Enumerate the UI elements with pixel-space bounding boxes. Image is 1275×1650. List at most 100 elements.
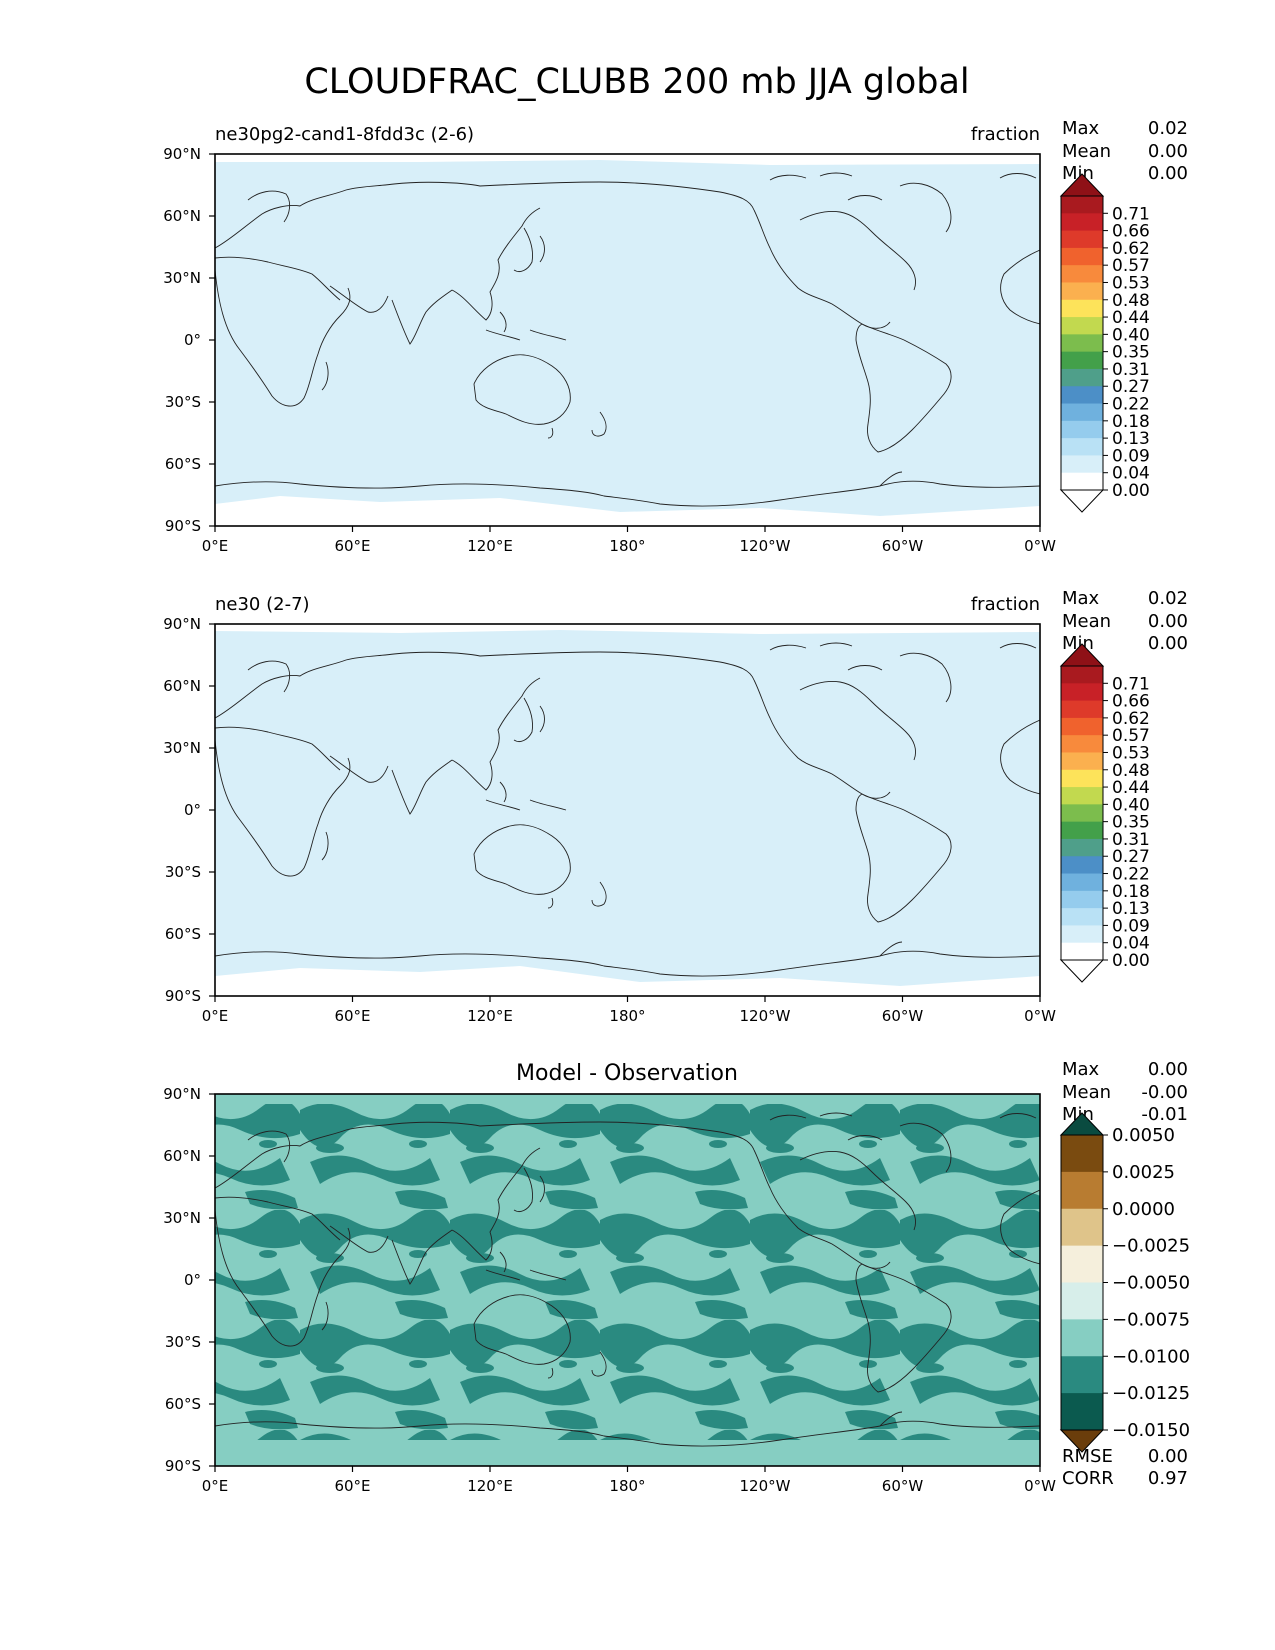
colorbar-bin bbox=[1061, 1171, 1103, 1210]
panel-test-right-title: fraction bbox=[971, 124, 1040, 145]
panel-test: ne30pg2-cand1-8fdd3c (2-6) fraction 90°N… bbox=[163, 118, 1188, 555]
colorbar-bin bbox=[1061, 752, 1103, 771]
lat-tick-label: 30°S bbox=[165, 1333, 201, 1351]
colorbar-label: 0.00 bbox=[1112, 481, 1150, 501]
colorbar-label: 0.71 bbox=[1112, 204, 1150, 224]
panel-ref-stat-max-value: 0.02 bbox=[1148, 588, 1188, 609]
panel-diff-stat-mean-label: Mean bbox=[1062, 1082, 1111, 1103]
panel-test-stat-max-value: 0.02 bbox=[1148, 118, 1188, 139]
lon-tick-label: 60°E bbox=[334, 1477, 370, 1495]
colorbar-bin bbox=[1061, 821, 1103, 840]
colorbar-label: 0.40 bbox=[1112, 795, 1150, 815]
panel-ref-stat-mean-value: 0.00 bbox=[1148, 611, 1188, 632]
colorbar-label: −0.0125 bbox=[1112, 1383, 1190, 1404]
colorbar-bin bbox=[1061, 213, 1103, 232]
colorbar-label: 0.09 bbox=[1112, 916, 1150, 936]
panel-diff-field bbox=[215, 1094, 1040, 1466]
lon-tick-label: 0°E bbox=[202, 537, 229, 555]
colorbar-bin bbox=[1061, 1356, 1103, 1394]
colorbar-bin bbox=[1061, 769, 1103, 788]
colorbar-bin bbox=[1061, 472, 1103, 491]
colorbar-bin bbox=[1061, 438, 1103, 456]
colorbar-label: 0.18 bbox=[1112, 412, 1150, 432]
panel-diff-colorbar: 0.0050 0.0025 0.0000 −0.0025 −0.0050 −0.0075 −… bbox=[1059, 1112, 1190, 1453]
colorbar-label: 0.48 bbox=[1112, 761, 1150, 781]
colorbar-label: 0.57 bbox=[1112, 256, 1150, 276]
colorbar-frame bbox=[1060, 665, 1104, 961]
lat-tick-label: 0° bbox=[184, 801, 201, 819]
colorbar-label: 0.13 bbox=[1112, 429, 1150, 449]
colorbar-bin bbox=[1061, 230, 1103, 249]
panel-ref-field bbox=[215, 624, 1040, 996]
colorbar-label: 0.44 bbox=[1112, 308, 1150, 328]
colorbar-label: 0.40 bbox=[1112, 325, 1150, 345]
colorbar-bin bbox=[1061, 804, 1103, 823]
colorbar-bin bbox=[1061, 196, 1103, 214]
colorbar-bin bbox=[1061, 403, 1103, 422]
colorbar-label: 0.53 bbox=[1112, 273, 1150, 293]
colorbar-label: 0.62 bbox=[1112, 709, 1150, 729]
colorbar-label: 0.53 bbox=[1112, 743, 1150, 763]
lon-tick-label: 60°W bbox=[882, 1007, 924, 1025]
lat-tick-label: 60°S bbox=[165, 925, 201, 943]
panel-test-stat-mean-label: Mean bbox=[1062, 141, 1111, 162]
panel-ref-polar-gap-north bbox=[215, 624, 1040, 634]
colorbar-bin bbox=[1061, 282, 1103, 301]
colorbar-bin bbox=[1061, 455, 1103, 474]
panel-ref-stat-mean-label: Mean bbox=[1062, 611, 1111, 632]
lat-tick-label: 90°N bbox=[163, 145, 201, 163]
colorbar-label: 0.18 bbox=[1112, 882, 1150, 902]
lat-tick-label: 90°N bbox=[163, 1085, 201, 1103]
lat-tick-label: 30°N bbox=[163, 269, 201, 287]
colorbar-label: 0.31 bbox=[1112, 360, 1150, 380]
colorbar-label: −0.0025 bbox=[1112, 1236, 1190, 1257]
colorbar-bin bbox=[1061, 386, 1103, 405]
panel-ref-colorbar: 0.710.660.620.570.530.480.440.400.350.31… bbox=[1059, 643, 1150, 983]
lon-tick-label: 0°W bbox=[1024, 537, 1056, 555]
colorbar-extend-min bbox=[1059, 959, 1105, 983]
panel-ref-stat-min-value: 0.00 bbox=[1148, 633, 1188, 654]
lat-tick-label: 90°S bbox=[165, 1457, 201, 1475]
colorbar-label: −0.0150 bbox=[1112, 1420, 1190, 1441]
colorbar-bin bbox=[1061, 1135, 1103, 1173]
panel-test-polar-gap-south bbox=[215, 496, 1040, 526]
colorbar-bin bbox=[1061, 368, 1103, 387]
colorbar-bin bbox=[1061, 299, 1103, 318]
panel-diff-corr-label: CORR bbox=[1062, 1468, 1114, 1489]
colorbar-extend-min bbox=[1059, 489, 1105, 513]
colorbar-label: 0.00 bbox=[1112, 951, 1150, 971]
lon-tick-label: 0°E bbox=[202, 1007, 229, 1025]
panel-diff-title: Model - Observation bbox=[516, 1061, 738, 1086]
colorbar-bin bbox=[1061, 925, 1103, 944]
panel-test-left-title: ne30pg2-cand1-8fdd3c (2-6) bbox=[215, 124, 474, 145]
lat-tick-label: 60°S bbox=[165, 455, 201, 473]
colorbar-label: −0.0100 bbox=[1112, 1346, 1190, 1367]
panel-test-stat-mean-value: 0.00 bbox=[1148, 141, 1188, 162]
lat-tick-label: 30°N bbox=[163, 739, 201, 757]
lon-tick-label: 120°W bbox=[740, 537, 791, 555]
colorbar-label: 0.66 bbox=[1112, 692, 1150, 712]
colorbar-label: 0.0000 bbox=[1112, 1199, 1175, 1220]
colorbar-bin bbox=[1061, 265, 1103, 283]
colorbar-bin bbox=[1061, 1393, 1103, 1431]
panel-diff-stat-max-value: 0.00 bbox=[1148, 1059, 1188, 1080]
panel-test-colorbar: 0.710.660.620.570.530.480.440.400.350.31… bbox=[1059, 173, 1150, 513]
panel-test-field bbox=[215, 154, 1040, 526]
lon-tick-label: 60°E bbox=[334, 1007, 370, 1025]
colorbar-label: 0.31 bbox=[1112, 830, 1150, 850]
colorbar-label: 0.0025 bbox=[1112, 1162, 1175, 1183]
colorbar-label: −0.0050 bbox=[1112, 1273, 1190, 1294]
lon-tick-label: 120°E bbox=[467, 1477, 513, 1495]
panel-ref-polar-gap-south bbox=[215, 966, 1040, 996]
panel-diff-stat-min-value: -0.01 bbox=[1141, 1104, 1188, 1125]
colorbar-bin bbox=[1061, 1245, 1103, 1283]
colorbar-bin bbox=[1061, 942, 1103, 961]
panel-diff-rmse-value: 0.00 bbox=[1148, 1446, 1188, 1467]
lat-tick-label: 60°N bbox=[163, 207, 201, 225]
panel-ref: ne30 (2-7) fraction 90°N 60°N 30°N 0° 30°S 60… bbox=[163, 588, 1188, 1025]
colorbar-bin bbox=[1061, 890, 1103, 909]
panel-diff-south-band bbox=[215, 1440, 1040, 1466]
lon-tick-label: 120°W bbox=[740, 1007, 791, 1025]
panel-diff: Model - Observation 90°N 60°N 30°N 0° 30°S 60… bbox=[163, 1059, 1190, 1495]
